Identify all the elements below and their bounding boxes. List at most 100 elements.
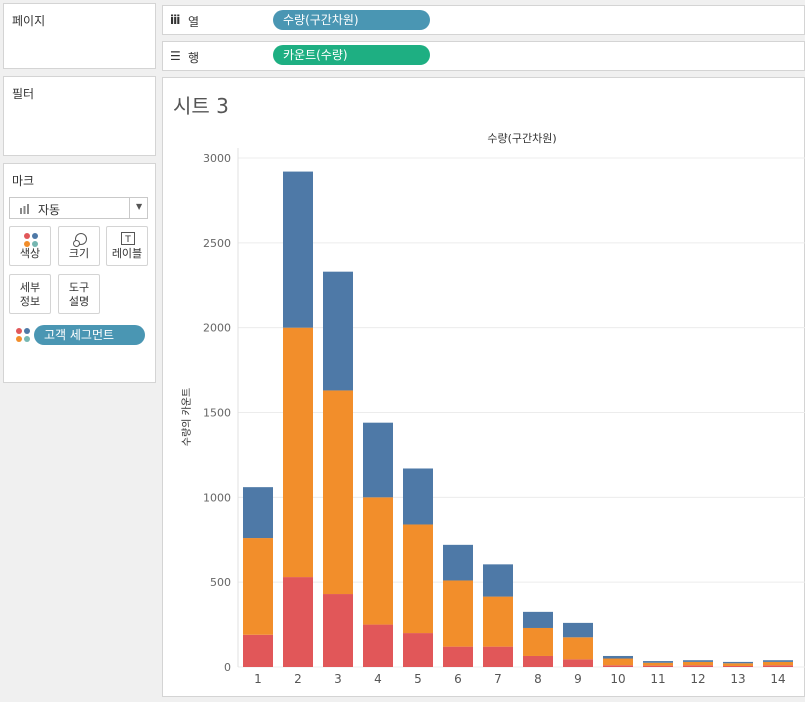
bar-segment: [403, 468, 433, 525]
bar-segment: [283, 577, 313, 667]
x-tick-label: 3: [334, 672, 342, 686]
x-tick-label: 14: [770, 672, 785, 686]
sheet-title: 시트 3: [173, 94, 229, 118]
text-label-icon: T: [121, 232, 135, 245]
columns-icon: iii: [170, 13, 180, 27]
bar-chart: 수량(구간차원) 수량의 카운트 0 500 1000 1500 2000 2500 3000 1…: [181, 132, 805, 686]
bar-segment: [363, 624, 393, 667]
x-tick-label: 1: [254, 672, 262, 686]
bar-segment: [283, 327, 313, 578]
bar-segment: [403, 524, 433, 634]
marks-title: 마크: [12, 174, 35, 188]
color-button[interactable]: 색상: [9, 226, 51, 266]
bar-segment: [243, 487, 273, 539]
bar-segment: [723, 663, 753, 666]
bar-segment: [603, 655, 633, 659]
columns-shelf[interactable]: iii 열: [162, 5, 805, 35]
y-tick-label: 2000: [203, 322, 231, 335]
bar-segment: [643, 661, 673, 663]
mark-type-value: 자동: [38, 203, 61, 217]
bar-segment: [763, 660, 793, 662]
bar-segment: [603, 658, 633, 666]
x-tick-label: 11: [650, 672, 665, 686]
x-tick-label: 13: [730, 672, 745, 686]
bar-segment: [563, 622, 593, 638]
bar-segment: [363, 422, 393, 498]
segment-color-pill[interactable]: 고객 세그먼트: [34, 325, 145, 345]
pages-title: 페이지: [12, 14, 46, 28]
bar-segment: [563, 637, 593, 660]
x-tick-label: 4: [374, 672, 382, 686]
label-button-label: 레이블: [111, 247, 143, 260]
columns-pill[interactable]: 수량(구간차원): [273, 10, 430, 30]
color-dots-icon: [16, 328, 30, 342]
bar-segment: [763, 661, 793, 666]
svg-text:T: T: [124, 235, 131, 245]
bar-segment: [323, 594, 353, 667]
x-tick-label: 7: [494, 672, 502, 686]
bar-segment: [403, 633, 433, 667]
bar-segment: [643, 665, 673, 667]
x-tick-label: 9: [574, 672, 582, 686]
chevron-down-icon: ▼: [136, 202, 143, 211]
x-tick-label: 2: [294, 672, 302, 686]
marks-panel: 마크: [3, 163, 156, 383]
filters-title: 필터: [12, 87, 35, 101]
detail-line2: 정보: [19, 295, 41, 308]
x-tick-label: 10: [610, 672, 625, 686]
y-tick-label: 2500: [203, 237, 231, 250]
bar-segment: [683, 665, 713, 667]
rows-pill[interactable]: 카운트(수량): [273, 45, 430, 65]
mark-type-dropdown[interactable]: 자동 ▼: [9, 197, 148, 219]
rows-shelf-label: 행: [188, 51, 200, 65]
y-tick-label: 500: [210, 576, 231, 589]
bar-segment: [683, 661, 713, 666]
bar-segment: [443, 646, 473, 667]
bar-segment: [483, 646, 513, 667]
bar-segment: [443, 544, 473, 581]
size-button[interactable]: 크기: [58, 226, 100, 266]
color-dots-icon: [24, 233, 38, 247]
color-button-label: 색상: [19, 247, 41, 260]
filters-panel[interactable]: 필터: [3, 76, 156, 156]
bar-chart-icon: [20, 203, 30, 217]
x-tick-label: 5: [414, 672, 422, 686]
bar-segment: [483, 596, 513, 647]
size-button-label: 크기: [68, 247, 90, 260]
bar-segment: [323, 271, 353, 391]
bar-segment: [243, 634, 273, 667]
columns-shelf-label: 열: [188, 15, 200, 29]
tooltip-line2: 설명: [68, 295, 90, 308]
y-tick-label: 1000: [203, 491, 231, 504]
dropdown-divider: [129, 198, 130, 218]
pages-panel[interactable]: 페이지: [3, 3, 156, 69]
tooltip-button[interactable]: 도구 설명: [58, 274, 100, 314]
bar-segment: [243, 538, 273, 635]
size-circles-icon: [73, 233, 87, 247]
bar-segment: [363, 497, 393, 625]
bar-segment: [523, 627, 553, 656]
bar-segment: [683, 660, 713, 662]
x-tick-label: 6: [454, 672, 462, 686]
y-axis-label: 수량의 카운트: [181, 388, 193, 446]
rows-shelf[interactable]: ☰ 행: [162, 41, 805, 71]
bar-segment: [323, 390, 353, 595]
bar-segment: [563, 659, 593, 667]
bar-segment: [723, 665, 753, 667]
x-tick-label: 8: [534, 672, 542, 686]
bar-segment: [283, 171, 313, 328]
detail-button[interactable]: 세부 정보: [9, 274, 51, 314]
bar-segment: [763, 665, 793, 667]
detail-line1: 세부: [19, 281, 41, 294]
bar-segment: [483, 564, 513, 597]
bar-segment: [523, 655, 553, 667]
label-button[interactable]: T 레이블: [106, 226, 148, 266]
tooltip-line1: 도구: [68, 281, 90, 294]
chart-title: 수량(구간차원): [487, 132, 556, 145]
y-tick-label: 1500: [203, 407, 231, 420]
bar-segment: [643, 662, 673, 666]
bar-segment: [603, 665, 633, 667]
bar-segment: [523, 611, 553, 628]
x-tick-label: 12: [690, 672, 705, 686]
y-tick-label: 3000: [203, 152, 231, 165]
